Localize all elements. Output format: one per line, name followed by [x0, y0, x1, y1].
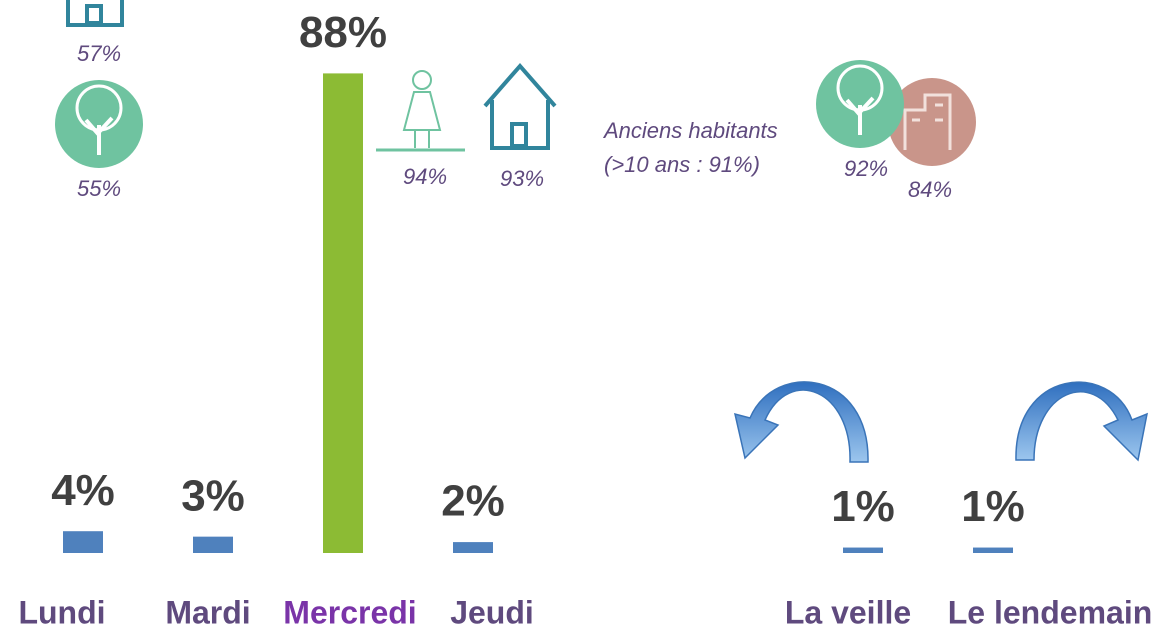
annotation: Anciens habitants [602, 118, 778, 143]
value-label: 3% [181, 471, 245, 520]
value-label: 88% [299, 8, 387, 57]
bar [453, 542, 493, 553]
bar [323, 73, 363, 554]
arrow-right [1015, 381, 1149, 462]
bar [193, 536, 233, 553]
category-label: Jeudi [450, 594, 534, 630]
annotation: 94% [403, 164, 447, 189]
annotation: 84% [908, 177, 952, 202]
arrow-left [733, 381, 869, 463]
annotation: 55% [77, 176, 121, 201]
annotation: (>10 ans : 91%) [604, 152, 760, 177]
category-label: Mercredi [283, 594, 416, 630]
bar [63, 531, 103, 553]
annotation: 57% [77, 41, 121, 66]
tree-icon-2 [816, 60, 904, 148]
category-label: Le lendemain [948, 594, 1153, 630]
value-label: 1% [961, 482, 1025, 531]
value-label: 4% [51, 466, 115, 515]
category-label: Mardi [165, 594, 250, 630]
house-icon-small [66, 0, 124, 27]
bar [973, 547, 1013, 553]
house-icon [483, 62, 557, 150]
annotation: 92% [844, 156, 888, 181]
category-label: La veille [785, 594, 911, 630]
value-label: 1% [831, 482, 895, 531]
building-icon [888, 78, 976, 166]
woman-icon [376, 70, 465, 152]
value-label: 2% [441, 477, 505, 526]
tree-icon [55, 80, 143, 168]
category-label: Lundi [18, 594, 105, 630]
bar [843, 547, 883, 553]
annotation: 93% [500, 166, 544, 191]
